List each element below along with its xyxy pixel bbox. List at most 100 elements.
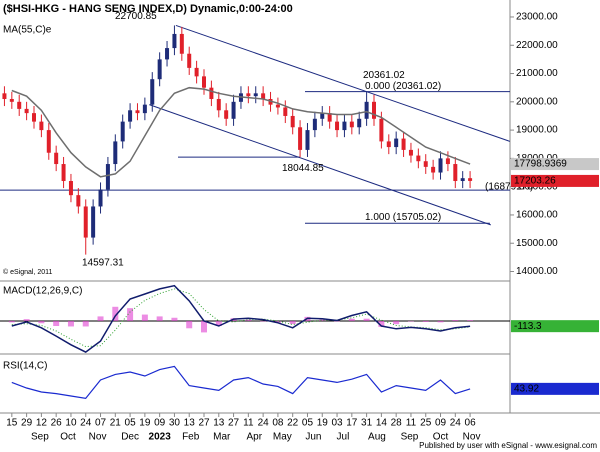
candle-body <box>327 113 332 122</box>
level-label: 22700.85 <box>115 11 157 22</box>
candle-body <box>135 110 140 114</box>
rsi-line <box>11 365 471 400</box>
candle-body <box>54 152 59 165</box>
candle-body <box>187 53 192 68</box>
candle-body <box>298 127 303 150</box>
x-tick-label: 21 <box>110 418 122 429</box>
histogram-bar <box>171 317 178 321</box>
candle-body <box>98 189 103 207</box>
level-label: 18044.85 <box>282 163 324 174</box>
month-label: Oct <box>433 432 449 443</box>
histogram-bar <box>422 320 429 322</box>
y-tick-label: 16000.00 <box>516 210 558 221</box>
x-tick-label: 27 <box>228 418 240 429</box>
frame <box>0 0 600 414</box>
histogram-bar <box>141 314 148 321</box>
histogram-bar <box>348 318 355 321</box>
y-tick-label: 15000.00 <box>516 238 558 249</box>
x-tick-label: 05 <box>125 418 137 429</box>
month-label: Nov <box>89 432 107 443</box>
signal-line <box>11 288 471 348</box>
x-tick-label: 09 <box>154 418 166 429</box>
candle-body <box>68 181 73 196</box>
month-label: Sep <box>401 432 419 443</box>
panel-title: MACD(12,26,9,C) <box>3 286 82 297</box>
histogram-bar <box>156 316 163 321</box>
candle-body <box>445 158 450 165</box>
candle-body <box>142 104 147 114</box>
histogram-bar <box>452 320 459 321</box>
panel-title: RSI(14,C) <box>3 361 47 372</box>
candle-body <box>157 59 162 80</box>
candle-body <box>32 113 36 122</box>
candle-body <box>423 161 428 167</box>
candle-body <box>202 76 206 88</box>
candle-body <box>172 33 177 49</box>
candle-body <box>150 79 155 105</box>
month-label: Aug <box>368 432 386 443</box>
x-tick-label: 29 <box>21 418 33 429</box>
candle-body <box>231 101 236 119</box>
histogram-bar <box>245 319 252 321</box>
candle-body <box>468 178 473 181</box>
trend-line <box>175 24 510 142</box>
histogram-bar <box>97 316 104 321</box>
month-label: Jun <box>305 432 321 443</box>
month-label: Feb <box>182 432 200 443</box>
histogram-bar <box>274 320 281 323</box>
x-tick-label: 12 <box>36 418 48 429</box>
x-tick-label: 27 <box>198 418 210 429</box>
x-tick-label: 24 <box>258 418 270 429</box>
histogram-bar <box>437 320 444 323</box>
last-price-label-box <box>511 174 599 187</box>
candle-body <box>305 130 310 150</box>
chart-title: ($HSI-HKG - HANG SENG INDEX,D) Dynamic,0… <box>3 3 293 15</box>
x-tick-label: 03 <box>331 418 343 429</box>
histogram-bar <box>112 306 119 321</box>
candle-body <box>364 101 369 119</box>
candle-body <box>453 164 458 182</box>
y-tick-label: 22000.00 <box>516 40 558 51</box>
x-tick-label: 19 <box>139 418 151 429</box>
x-tick-label: 28 <box>391 418 403 429</box>
candle-body <box>61 164 66 182</box>
candle-body <box>105 164 110 190</box>
moving-average <box>11 86 471 178</box>
macd-last-label: -113.3 <box>514 321 542 332</box>
x-tick-label: 19 <box>317 418 329 429</box>
histogram-bar <box>201 320 207 333</box>
candle-body <box>253 93 258 97</box>
candle-body <box>379 118 384 142</box>
y-tick-label: 20000.00 <box>516 96 558 107</box>
legend-entry: MA(55,C)e <box>3 25 52 36</box>
x-tick-label: 13 <box>184 418 196 429</box>
candle-body <box>46 130 51 153</box>
candle-body <box>17 101 22 109</box>
x-tick-label: 24 <box>80 418 92 429</box>
candle-body <box>438 158 443 173</box>
candle-body <box>2 93 7 99</box>
x-tick-label: 09 <box>435 418 447 429</box>
candle-body <box>460 178 465 182</box>
x-tick-label: 14 <box>376 418 388 429</box>
candle-body <box>335 121 340 131</box>
macd-line <box>11 284 471 353</box>
x-tick-label: 15 <box>6 418 18 429</box>
candle-body <box>342 121 347 131</box>
histogram-bar <box>393 320 400 325</box>
histogram-bar <box>67 320 74 327</box>
ma-last-label-box <box>511 158 599 171</box>
x-tick-label: 30 <box>169 418 181 429</box>
x-tick-label: 24 <box>450 418 462 429</box>
trend-line <box>149 104 491 226</box>
level-label: 0.000 (20361.02) <box>365 81 441 92</box>
candle-body <box>394 138 399 148</box>
candle-body <box>312 118 317 131</box>
level-label: 14597.31 <box>82 257 124 268</box>
candle-body <box>246 93 251 97</box>
histogram-bar <box>127 308 134 321</box>
month-label: Dec <box>121 432 139 443</box>
candle-body <box>261 93 266 99</box>
month-label: 2023 <box>149 432 172 443</box>
